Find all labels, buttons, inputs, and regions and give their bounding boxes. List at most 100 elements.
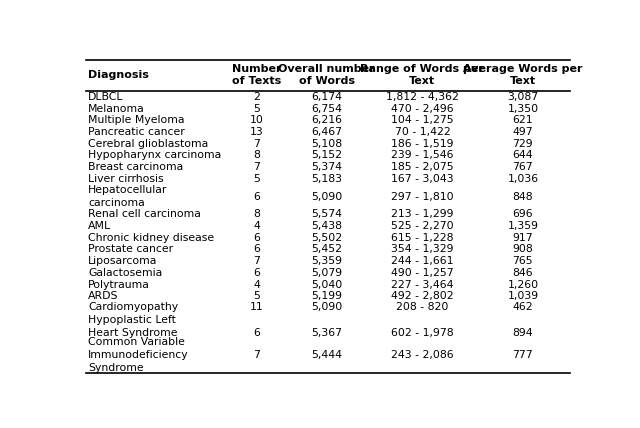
Text: Average Words per
Text: Average Words per Text xyxy=(463,65,582,86)
Text: 908: 908 xyxy=(513,244,533,254)
Text: Galactosemia: Galactosemia xyxy=(88,268,162,278)
Text: 6: 6 xyxy=(253,233,260,243)
Text: 5,199: 5,199 xyxy=(311,291,342,301)
Text: 5,359: 5,359 xyxy=(311,256,342,266)
Text: 7: 7 xyxy=(253,162,260,172)
Text: 4: 4 xyxy=(253,221,260,231)
Text: 696: 696 xyxy=(513,209,533,219)
Text: 846: 846 xyxy=(513,268,533,278)
Text: 7: 7 xyxy=(253,139,260,149)
Text: 10: 10 xyxy=(250,115,264,125)
Text: 3,087: 3,087 xyxy=(508,92,538,102)
Text: Multiple Myeloma: Multiple Myeloma xyxy=(88,115,184,125)
Text: Chronic kidney disease: Chronic kidney disease xyxy=(88,233,214,243)
Text: 5,090

5,367: 5,090 5,367 xyxy=(311,302,342,338)
Text: 5,079: 5,079 xyxy=(311,268,342,278)
Text: Breast carcinoma: Breast carcinoma xyxy=(88,162,183,172)
Text: 5,444: 5,444 xyxy=(311,350,342,360)
Text: 492 - 2,802: 492 - 2,802 xyxy=(391,291,454,301)
Text: 5,502: 5,502 xyxy=(311,233,342,243)
Text: 777: 777 xyxy=(513,350,533,360)
Text: 5,152: 5,152 xyxy=(311,151,342,160)
Text: 208 - 820

602 - 1,978: 208 - 820 602 - 1,978 xyxy=(391,302,454,338)
Text: 213 - 1,299: 213 - 1,299 xyxy=(391,209,454,219)
Text: 239 - 1,546: 239 - 1,546 xyxy=(391,151,454,160)
Text: 1,039: 1,039 xyxy=(508,291,538,301)
Text: 1,260: 1,260 xyxy=(508,279,538,290)
Text: 243 - 2,086: 243 - 2,086 xyxy=(391,350,454,360)
Text: 1,359: 1,359 xyxy=(508,221,538,231)
Text: 729: 729 xyxy=(513,139,533,149)
Text: Polytrauma: Polytrauma xyxy=(88,279,150,290)
Text: 1,812 - 4,362: 1,812 - 4,362 xyxy=(386,92,459,102)
Text: 6,174: 6,174 xyxy=(311,92,342,102)
Text: 5: 5 xyxy=(253,104,260,113)
Text: 6,754: 6,754 xyxy=(311,104,342,113)
Text: 297 - 1,810: 297 - 1,810 xyxy=(391,192,454,202)
Text: 6,216: 6,216 xyxy=(311,115,342,125)
Text: 167 - 3,043: 167 - 3,043 xyxy=(391,174,454,184)
Text: 6: 6 xyxy=(253,192,260,202)
Text: DLBCL: DLBCL xyxy=(88,92,124,102)
Text: 1,350: 1,350 xyxy=(508,104,538,113)
Text: 644: 644 xyxy=(513,151,533,160)
Text: 6: 6 xyxy=(253,244,260,254)
Text: 490 - 1,257: 490 - 1,257 xyxy=(391,268,454,278)
Text: Cerebral glioblastoma: Cerebral glioblastoma xyxy=(88,139,208,149)
Text: Cardiomyopathy
Hypoplastic Left
Heart Syndrome: Cardiomyopathy Hypoplastic Left Heart Sy… xyxy=(88,302,178,338)
Text: 5: 5 xyxy=(253,291,260,301)
Text: Melanoma: Melanoma xyxy=(88,104,145,113)
Text: 5,374: 5,374 xyxy=(311,162,342,172)
Text: 6,467: 6,467 xyxy=(311,127,342,137)
Text: 6: 6 xyxy=(253,268,260,278)
Text: 5,090: 5,090 xyxy=(311,192,342,202)
Text: Diagnosis: Diagnosis xyxy=(88,70,149,80)
Text: 354 - 1,329: 354 - 1,329 xyxy=(391,244,454,254)
Text: 5,183: 5,183 xyxy=(311,174,342,184)
Text: Liver cirrhosis: Liver cirrhosis xyxy=(88,174,164,184)
Text: 13: 13 xyxy=(250,127,264,137)
Text: Renal cell carcinoma: Renal cell carcinoma xyxy=(88,209,201,219)
Text: Pancreatic cancer: Pancreatic cancer xyxy=(88,127,185,137)
Text: 2: 2 xyxy=(253,92,260,102)
Text: Liposarcoma: Liposarcoma xyxy=(88,256,157,266)
Text: AML: AML xyxy=(88,221,111,231)
Text: 470 - 2,496: 470 - 2,496 xyxy=(391,104,454,113)
Text: 227 - 3,464: 227 - 3,464 xyxy=(391,279,454,290)
Text: 5,108: 5,108 xyxy=(311,139,342,149)
Text: 5,438: 5,438 xyxy=(311,221,342,231)
Text: 615 - 1,228: 615 - 1,228 xyxy=(391,233,454,243)
Text: 917: 917 xyxy=(513,233,533,243)
Text: Number
of Texts: Number of Texts xyxy=(232,65,282,86)
Text: 7: 7 xyxy=(253,256,260,266)
Text: 244 - 1,661: 244 - 1,661 xyxy=(391,256,454,266)
Text: 186 - 1,519: 186 - 1,519 xyxy=(391,139,454,149)
Text: 5,452: 5,452 xyxy=(311,244,342,254)
Text: Prostate cancer: Prostate cancer xyxy=(88,244,173,254)
Text: 848: 848 xyxy=(513,192,533,202)
Text: 185 - 2,075: 185 - 2,075 xyxy=(391,162,454,172)
Text: 765: 765 xyxy=(513,256,533,266)
Text: ARDS: ARDS xyxy=(88,291,118,301)
Text: 4: 4 xyxy=(253,279,260,290)
Text: 8: 8 xyxy=(253,209,260,219)
Text: Hypopharynx carcinoma: Hypopharynx carcinoma xyxy=(88,151,221,160)
Text: Range of Words per
Text: Range of Words per Text xyxy=(360,65,484,86)
Text: 8: 8 xyxy=(253,151,260,160)
Text: Common Variable
Immunodeficiency
Syndrome: Common Variable Immunodeficiency Syndrom… xyxy=(88,337,189,373)
Text: 497: 497 xyxy=(513,127,533,137)
Text: Overall number
of Words: Overall number of Words xyxy=(278,65,375,86)
Text: 11

6: 11 6 xyxy=(250,302,264,338)
Text: 462

894: 462 894 xyxy=(513,302,533,338)
Text: 104 - 1,275: 104 - 1,275 xyxy=(391,115,454,125)
Text: 5: 5 xyxy=(253,174,260,184)
Text: 5,040: 5,040 xyxy=(311,279,342,290)
Text: 767: 767 xyxy=(513,162,533,172)
Text: Hepatocellular
carcinoma: Hepatocellular carcinoma xyxy=(88,185,167,208)
Text: 5,574: 5,574 xyxy=(311,209,342,219)
Text: 7: 7 xyxy=(253,350,260,360)
Text: 525 - 2,270: 525 - 2,270 xyxy=(391,221,454,231)
Text: 621: 621 xyxy=(513,115,533,125)
Text: 70 - 1,422: 70 - 1,422 xyxy=(394,127,451,137)
Text: 1,036: 1,036 xyxy=(508,174,538,184)
